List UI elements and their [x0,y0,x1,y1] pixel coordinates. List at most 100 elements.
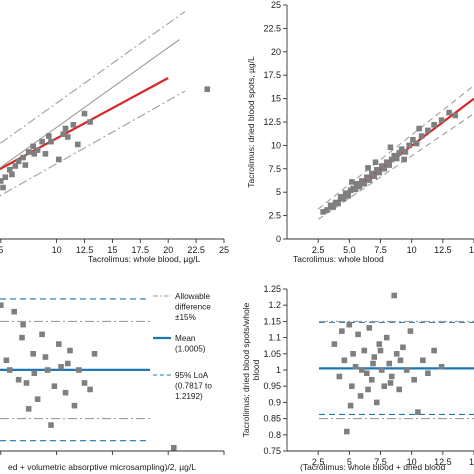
data-point [81,110,88,117]
data-point [12,163,19,169]
data-point [19,334,25,341]
data-point [391,152,398,159]
y-tick-label: 0.95 [263,381,281,391]
y-tick-label: 1 [276,365,281,375]
data-point [425,370,431,377]
data-point [387,380,394,386]
data-point [407,328,414,334]
x-tick-label: 15 [469,457,474,467]
x-tick-label: 22.5 [187,245,205,255]
data-point [413,140,420,147]
y-axis-label: Tacrolimus: dried blood spots, µg/L [246,56,256,188]
data-point [31,151,38,157]
data-point [420,357,426,364]
data-point [368,170,375,177]
y-tick-label: 0 [276,234,281,244]
data-point [42,354,49,360]
data-point [324,207,330,213]
data-point [359,178,365,184]
panel-bottom-left: ed + volumetric absorptive microsampling… [0,292,225,472]
x-tick-label: 15 [107,245,117,255]
data-point [396,150,402,156]
x-tick-label: 5 [0,245,3,255]
data-point [331,341,338,347]
x-tick-label: 10 [52,245,62,255]
x-axis-label: ed + volumetric absorptive microsampling… [8,462,196,472]
data-point [370,360,376,367]
data-point [15,376,22,383]
data-point [365,386,371,393]
data-point [51,383,58,389]
data-point [6,166,13,173]
y-axis-label-line: Tacrolimus: dried blood spots/whole [241,302,251,437]
data-point [386,162,393,168]
data-point [452,112,459,119]
legend-label-line: 1.2192) [175,392,203,401]
y-tick-label: 25 [271,0,281,10]
y-tick-label: 15 [271,94,281,104]
data-point [377,347,384,354]
series-line-lower [317,113,474,220]
data-point [415,409,421,415]
legend-label: 95% LoA (0.7817 to 1.2192) [175,371,212,401]
data-point [64,360,71,367]
data-point [45,133,52,139]
y-tick-label: 17.5 [263,70,281,80]
data-point [345,193,351,199]
x-tick-label: 7.5 [374,457,387,467]
data-point [363,370,370,377]
x-axis-label: (Tacrolimus: whole blood + dried blood [300,462,446,472]
data-point [339,328,345,334]
x-tick-label: 20 [163,245,173,255]
data-point [0,302,4,308]
series-line-identity [0,39,180,169]
data-point [393,351,400,357]
data-point [416,125,422,132]
legend-label-line: (1.0005) [175,345,206,354]
data-point [0,184,6,191]
legend-label-line: difference [175,303,211,312]
y-tick-label: 1.15 [263,316,281,326]
data-point [44,367,51,373]
y-tick-label: 22.5 [263,23,281,33]
panel-bottom-right: 2.5 5 7.5 10 12.5 15 0.75 0.8 0.85 0.9 0.95 1 1.05 1.… [241,284,474,472]
data-point [42,151,49,157]
data-point [34,147,41,153]
data-point [349,179,355,185]
data-point [359,367,365,373]
data-point [431,347,437,354]
data-point [22,162,29,168]
data-point [391,292,398,299]
data-point [373,399,380,406]
y-axis-label: Tacrolimus: dried blood spots/wholeblood [241,302,261,437]
x-tick-label: 17.5 [132,245,150,255]
data-point [393,155,400,162]
data-point [418,133,425,139]
data-point [371,354,378,360]
legend-label-line: ±15% [175,313,196,322]
data-point [6,367,13,373]
data-point [330,204,336,210]
data-point [76,367,82,373]
x-tick-label: 25 [219,245,229,255]
data-point [34,396,41,402]
data-point [30,143,36,150]
data-point [357,393,364,399]
data-point [11,308,17,315]
data-point [60,131,67,137]
data-point [342,190,349,196]
x-tick-label: 2.5 [312,457,325,467]
data-point [355,331,361,338]
data-point [365,165,371,171]
x-tick-label: 15 [469,245,474,255]
data-point [411,376,417,383]
data-point [204,86,211,93]
data-point [354,180,360,187]
data-point [64,134,71,140]
data-point [401,156,407,163]
data-point [388,373,395,380]
data-point [406,142,412,149]
data-point [403,367,410,373]
data-point [335,200,341,207]
